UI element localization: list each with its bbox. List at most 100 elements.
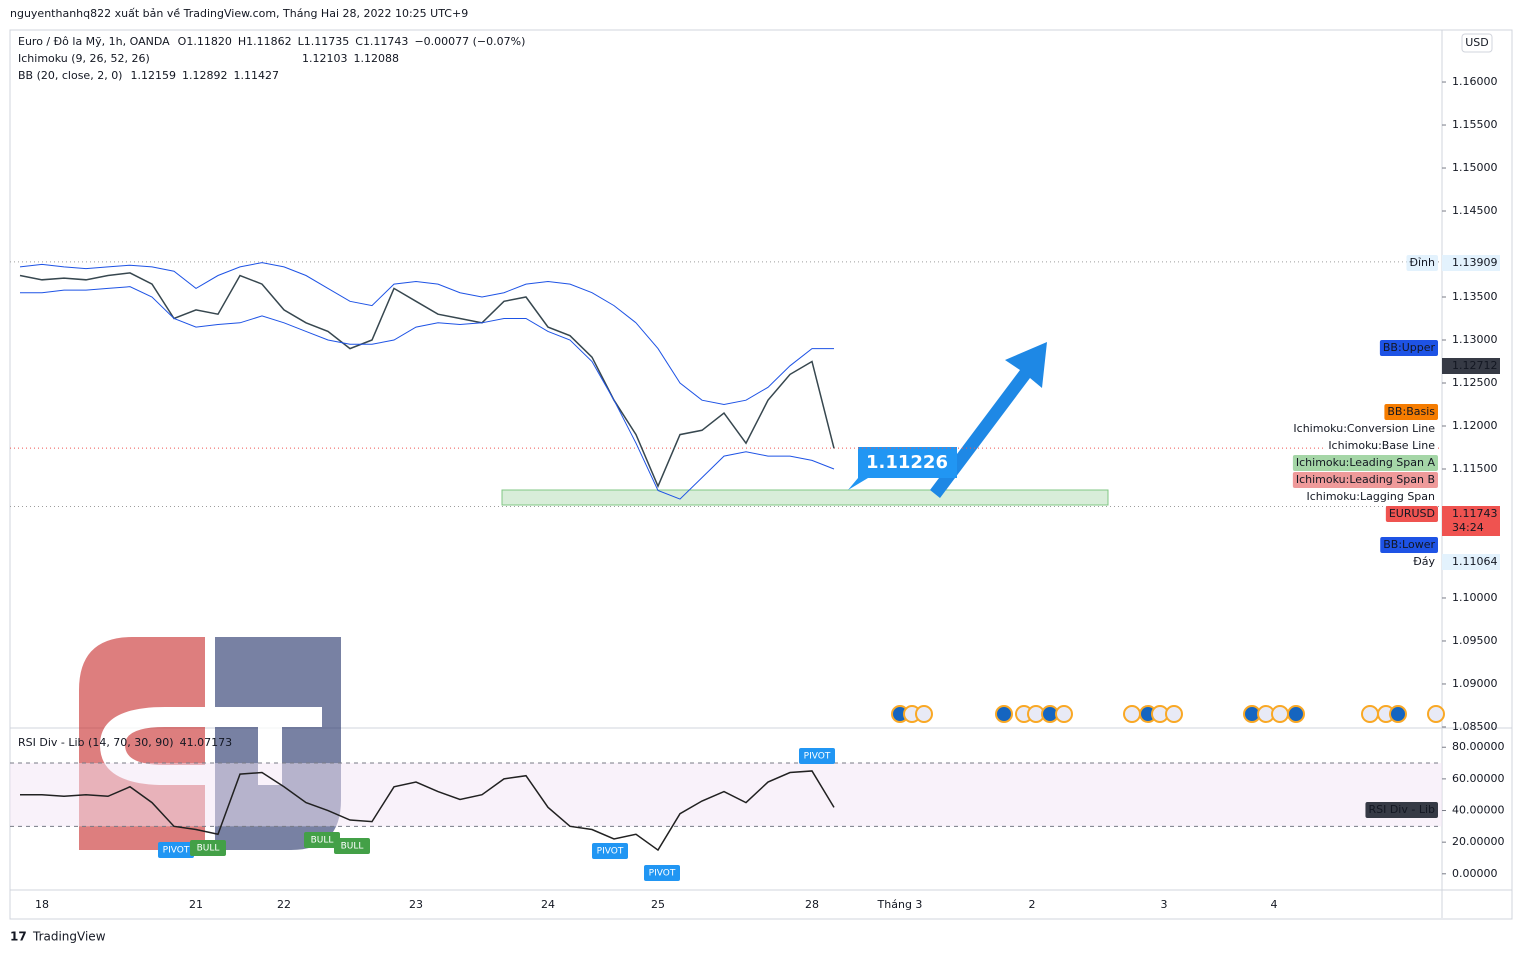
indicator-value: 1.12088 (354, 52, 400, 65)
event-flag (1165, 705, 1183, 723)
x-tick-label: 21 (189, 898, 203, 911)
indicator-value: 1.12892 (182, 69, 228, 82)
y-tick-label: 1.16000 (1452, 75, 1498, 88)
signal-bg (644, 865, 680, 881)
indicator-name: Ichimoku (9, 26, 52, 26) (18, 52, 150, 65)
event-flag (995, 705, 1013, 723)
event-flag (1361, 705, 1379, 723)
right-tag: Đáy (1413, 555, 1435, 568)
support-zone (501, 489, 1109, 506)
signal-label: PIVOT (163, 846, 190, 856)
y-tick-label: 0.00000 (1452, 867, 1498, 880)
y-tick-label: 1.12500 (1452, 376, 1498, 389)
y-tick-label: 60.00000 (1452, 772, 1505, 785)
x-tick-label: 23 (409, 898, 423, 911)
event-flag (1389, 705, 1407, 723)
rsi-last: 41.07173 (180, 736, 233, 749)
x-tick-label: 28 (805, 898, 819, 911)
signal-bg (304, 832, 340, 848)
y-tick-label: 1.15500 (1452, 118, 1498, 131)
right-tag: BB:Lower (1383, 538, 1435, 551)
right-tag: BB:Basis (1387, 405, 1435, 418)
x-tick-label: 24 (541, 898, 555, 911)
right-tag: RSI Div - Lib (1368, 803, 1435, 816)
legend-text: 1.11743 (363, 35, 409, 48)
frame (9, 29, 1513, 920)
signal-bg (334, 838, 370, 854)
y-tick-label: 1.08500 (1452, 720, 1498, 733)
signal-label: BULL (197, 844, 220, 854)
right-tag-bg (1379, 340, 1438, 356)
right-tag: Ichimoku:Base Line (1328, 439, 1435, 452)
right-tag-bg (1410, 554, 1438, 570)
x-tick-label: Tháng 3 (877, 898, 923, 911)
y-tick-label: 1.09500 (1452, 634, 1498, 647)
x-tick-label: 4 (1271, 898, 1278, 911)
signal-label: PIVOT (597, 847, 624, 857)
signal-label: BULL (311, 836, 334, 846)
indicator-name: BB (20, close, 2, 0) (18, 69, 122, 82)
y-tick-label: 80.00000 (1452, 740, 1505, 753)
legend-text: 1.11735 (304, 35, 350, 48)
signal-label: PIVOT (649, 869, 676, 879)
y-tick-label: 1.13000 (1452, 333, 1498, 346)
right-tag: BB:Upper (1383, 341, 1436, 354)
price-tag-bg (1442, 554, 1500, 570)
y-tick-label: 1.11500 (1452, 462, 1498, 475)
signal-bg (799, 748, 835, 764)
y-tick-label: 1.15000 (1452, 161, 1498, 174)
legend-text: 1.11862 (246, 35, 292, 48)
price-tag: 1.12712 (1452, 359, 1498, 372)
right-tag-bg (1292, 455, 1438, 471)
price-tag: 1.11743 (1452, 507, 1498, 520)
legend-text: L (298, 35, 305, 48)
y-tick-label: 1.10000 (1452, 591, 1498, 604)
x-tick-label: 25 (651, 898, 665, 911)
right-tag-bg (1325, 438, 1438, 454)
x-tick-label: 2 (1029, 898, 1036, 911)
right-tag-bg (1380, 537, 1438, 553)
legend-text: C (355, 35, 363, 48)
y-tick-label: 1.09000 (1452, 677, 1498, 690)
currency-box (1461, 33, 1493, 53)
price-tag-bg (1442, 358, 1500, 374)
signal-label: BULL (341, 842, 364, 852)
rsi-title: RSI Div - Lib (14, 70, 30, 90) (18, 736, 174, 749)
event-flag (1055, 705, 1073, 723)
right-tag: Ichimoku:Leading Span A (1296, 456, 1436, 469)
series-line (20, 770, 835, 852)
price-tag-bg (1442, 506, 1500, 536)
signal-bg (158, 842, 194, 858)
price-tag: 1.13909 (1452, 256, 1498, 269)
x-tick-label: 3 (1161, 898, 1168, 911)
legend-text: H (238, 35, 246, 48)
y-tick-label: 20.00000 (1452, 835, 1505, 848)
footer-brand: TradingView (32, 930, 106, 944)
x-tick-label: 18 (35, 898, 49, 911)
event-flag (1123, 705, 1141, 723)
signal-bg (190, 840, 226, 856)
currency: USD (1465, 36, 1489, 49)
footer-logo: 𝟭𝟳 (10, 930, 27, 944)
right-tag-bg (1406, 255, 1438, 271)
right-tag: Ichimoku:Leading Span B (1296, 473, 1435, 486)
callout-text: 1.11226 (866, 452, 948, 473)
publisher: nguyenthanhq822 xuất bản về TradingView.… (10, 7, 468, 20)
right-tag-bg (1365, 802, 1438, 818)
event-flag (1287, 705, 1305, 723)
indicator-value: 1.11427 (233, 69, 279, 82)
indicator-value: 1.12103 (302, 52, 348, 65)
signal-bg (592, 843, 628, 859)
right-tag-bg (1290, 421, 1438, 437)
legend-text: O (178, 35, 187, 48)
y-tick-label: 1.13500 (1452, 290, 1498, 303)
legend-text: 1.11820 (186, 35, 232, 48)
y-tick-label: 1.12000 (1452, 419, 1498, 432)
price-tag: 1.11064 (1452, 555, 1498, 568)
right-tag-bg (1292, 472, 1438, 488)
legend-text: Euro / Đô la Mỹ, 1h, OANDA (18, 35, 170, 48)
right-tag-bg (1384, 404, 1438, 420)
logo-t (215, 707, 322, 785)
signal-label: PIVOT (804, 752, 831, 762)
